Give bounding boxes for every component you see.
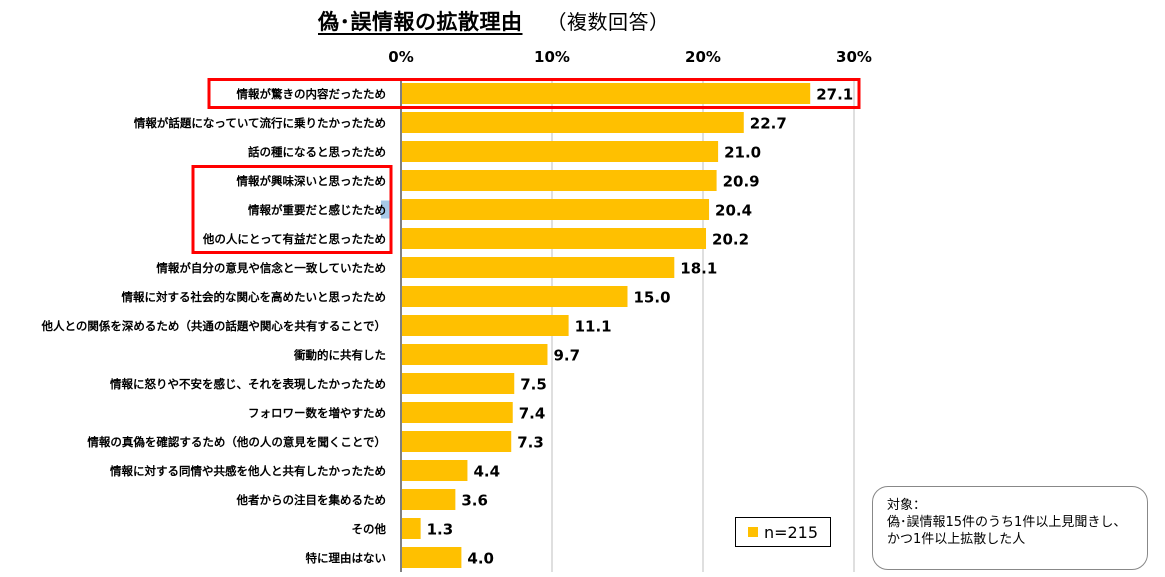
bar xyxy=(402,199,710,220)
bar xyxy=(402,141,719,162)
legend: n=215 xyxy=(735,517,831,547)
chart-subtitle: （複数回答） xyxy=(546,10,670,34)
value-label: 20.4 xyxy=(715,202,752,220)
category-label: 情報に対する同情や共感を他人と共有したかったため xyxy=(109,464,386,478)
category-label: 情報が話題になっていて流行に乗りたかったため xyxy=(133,116,386,130)
value-label: 7.5 xyxy=(520,376,547,394)
value-label: 11.1 xyxy=(575,318,612,336)
bar xyxy=(402,518,421,539)
note-line: かつ1件以上拡散した人 xyxy=(887,532,1026,547)
value-label: 21.0 xyxy=(724,144,761,162)
value-label: 22.7 xyxy=(750,115,787,133)
value-label: 9.7 xyxy=(553,347,580,365)
value-label: 7.3 xyxy=(517,434,544,452)
highlight-frame xyxy=(207,78,861,109)
x-tick-label: 20% xyxy=(685,48,721,66)
category-label: その他 xyxy=(352,522,387,536)
highlight-frame xyxy=(191,165,393,254)
note-heading: 対象： xyxy=(887,498,927,513)
value-label: 18.1 xyxy=(680,260,717,278)
value-label: 4.0 xyxy=(467,550,494,568)
category-label: フォロワー数を増やすため xyxy=(248,406,386,420)
category-label: 情報に怒りや不安を感じ、それを表現したかったため xyxy=(109,377,386,391)
bar xyxy=(402,547,462,568)
sample-note: 対象： 偽･誤情報15件のうち1件以上見聞きし、 かつ1件以上拡散した人 xyxy=(872,486,1148,570)
value-label: 7.4 xyxy=(519,405,546,423)
category-label: 情報が驚きの内容だったため xyxy=(236,87,387,101)
selection-mark xyxy=(381,200,392,219)
value-label: 27.1 xyxy=(816,86,853,104)
note-line: 偽･誤情報15件のうち1件以上見聞きし、 xyxy=(887,515,1127,530)
bar xyxy=(402,83,811,104)
bar xyxy=(402,228,707,249)
value-label: 1.3 xyxy=(427,521,454,539)
chart-title-block: 偽･誤情報の拡散理由 （複数回答） xyxy=(318,6,670,36)
category-label: 話の種になると思ったため xyxy=(248,145,386,159)
category-label: 情報が自分の意見や信念と一致していたため xyxy=(155,261,386,275)
bar xyxy=(402,431,512,452)
category-label: 情報が興味深いと思ったため xyxy=(236,174,387,188)
x-tick-label: 10% xyxy=(534,48,570,66)
bar xyxy=(402,344,548,365)
bar xyxy=(402,170,717,191)
value-label: 15.0 xyxy=(634,289,671,307)
bar xyxy=(402,489,456,510)
value-label: 20.2 xyxy=(712,231,749,249)
category-label: 他者からの注目を集めるため xyxy=(236,493,387,507)
value-label: 20.9 xyxy=(723,173,760,191)
category-label: 情報の真偽を確認するため（他の人の意見を聞くことで） xyxy=(86,435,386,449)
x-tick-label: 0% xyxy=(388,48,413,66)
legend-label: n=215 xyxy=(763,522,819,542)
legend-swatch xyxy=(747,527,758,537)
bar xyxy=(402,315,569,336)
bar xyxy=(402,112,744,133)
category-label: 情報が重要だと感じたため xyxy=(247,203,386,217)
chart-title: 偽･誤情報の拡散理由 xyxy=(318,10,523,34)
x-tick-label: 30% xyxy=(836,48,872,66)
category-label: 他人との関係を深めるため（共通の話題や関心を共有することで） xyxy=(40,319,386,333)
bar xyxy=(402,373,515,394)
category-label: 衝動的に共有した xyxy=(293,348,386,362)
value-label: 4.4 xyxy=(473,463,500,481)
category-label: 情報に対する社会的な関心を高めたいと思ったため xyxy=(121,290,387,304)
bar xyxy=(402,286,628,307)
value-label: 3.6 xyxy=(461,492,488,510)
category-label: 他の人にとって有益だと思ったため xyxy=(202,232,386,246)
bar xyxy=(402,257,675,278)
bar xyxy=(402,402,513,423)
category-label: 特に理由はない xyxy=(306,551,387,565)
bar xyxy=(402,460,468,481)
